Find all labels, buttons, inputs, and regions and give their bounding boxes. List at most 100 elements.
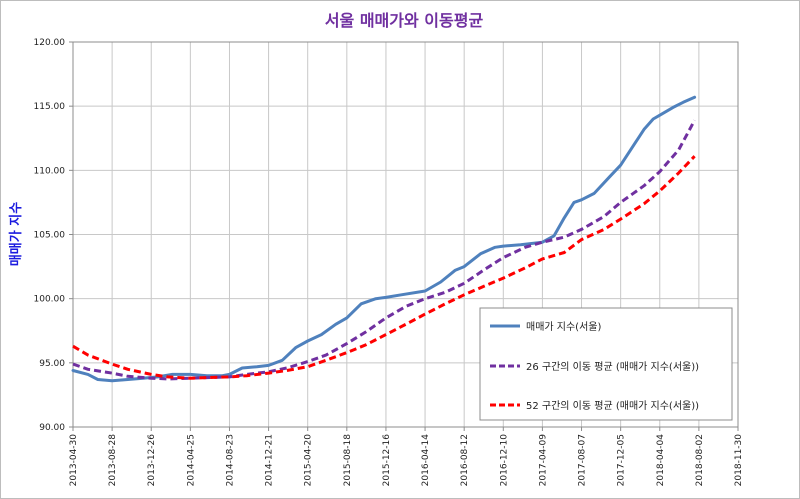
- series-3-point: [112, 364, 113, 365]
- y-axis-label: 매매가 지수: [9, 202, 24, 266]
- series-3-point: [564, 252, 565, 253]
- series-2-point: [127, 376, 128, 377]
- series-1-point: [554, 235, 555, 236]
- series-2-point: [167, 378, 168, 379]
- series-3: [72, 155, 696, 380]
- series-3-point: [405, 324, 406, 325]
- series-3-point: [127, 369, 128, 370]
- series-3-point: [87, 355, 88, 356]
- x-tick-label: 2017-08-07: [578, 434, 588, 486]
- series-1-point: [644, 129, 645, 130]
- series-2-point: [385, 317, 386, 318]
- series-2-point: [307, 361, 308, 362]
- series-1-point: [268, 365, 269, 366]
- x-tick-label: 2016-12-10: [499, 434, 509, 487]
- y-tick-label: 115.00: [34, 102, 66, 112]
- y-tick-label: 90.00: [39, 423, 65, 433]
- series-1-point: [346, 317, 347, 318]
- series-3-point: [659, 190, 660, 191]
- series-1-point: [307, 340, 308, 341]
- series-3-point: [229, 376, 230, 377]
- series-1-point: [694, 97, 695, 98]
- series-3-point: [445, 303, 446, 304]
- axis-layer: 90.00 95.00 100.00 105.00 110.00 115.00 120.00…: [34, 38, 745, 486]
- series-2-point: [365, 331, 366, 332]
- series-1-point: [190, 374, 191, 375]
- series-2-point: [87, 369, 88, 370]
- series-layer: [71, 95, 697, 383]
- series-2-point: [525, 247, 526, 248]
- x-tick-label: 2018-08-02: [695, 434, 705, 486]
- series-2-point: [542, 242, 543, 243]
- series-2-point: [659, 171, 660, 172]
- series-2-point: [445, 292, 446, 293]
- series-2: [72, 119, 696, 381]
- x-tick-label: 2013-08-28: [108, 434, 118, 487]
- series-2-point: [620, 202, 621, 203]
- x-tick-label: 2017-12-05: [617, 434, 627, 486]
- series-3-point: [151, 374, 152, 375]
- series-3-point: [464, 294, 465, 295]
- chart-title: 서울 매매가와 이동평균: [325, 11, 484, 30]
- series-1-point: [375, 298, 376, 299]
- legend-label-2: 26 구간의 이동 평균 (매매가 지수(서울)): [526, 361, 699, 373]
- series-line-2: [72, 119, 696, 381]
- series-2-point: [503, 257, 504, 258]
- x-tick-label: 2018-04-04: [656, 434, 666, 487]
- series-line-1: [71, 95, 697, 383]
- x-tick-label: 2015-12-16: [382, 434, 392, 487]
- x-tick-label: 2015-04-20: [304, 434, 314, 487]
- y-tick-label: 120.00: [34, 38, 66, 48]
- series-2-point: [694, 120, 695, 121]
- series-1-point: [440, 281, 441, 282]
- x-tick-label: 2014-08-23: [225, 434, 235, 486]
- y-tick-label: 105.00: [34, 231, 66, 241]
- series-3-point: [190, 378, 191, 379]
- series-2-point: [678, 149, 679, 150]
- series-3-point: [72, 346, 73, 347]
- series-1-point: [620, 165, 621, 166]
- series-1-point: [242, 367, 243, 368]
- series-3-point: [385, 334, 386, 335]
- series-1-point: [564, 217, 565, 218]
- series-2-point: [425, 298, 426, 299]
- series-1-point: [633, 144, 634, 145]
- y-tick-label: 110.00: [34, 166, 66, 176]
- series-2-point: [464, 283, 465, 284]
- series-1-point: [673, 107, 674, 108]
- series-3-point: [286, 370, 287, 371]
- series-1-point: [573, 202, 574, 203]
- series-3-point: [525, 267, 526, 268]
- series-1-point: [495, 247, 496, 248]
- legend: 매매가 지수(서울) 26 구간의 이동 평균 (매매가 지수(서울)) 52 구간…: [479, 307, 733, 421]
- series-1-point: [295, 347, 296, 348]
- x-tick-label: 2013-04-30: [69, 434, 79, 487]
- series-1-point: [72, 370, 73, 371]
- series-3-point: [694, 156, 695, 157]
- series-1-point: [335, 324, 336, 325]
- series-1-point: [97, 379, 98, 380]
- series-2-point: [151, 378, 152, 379]
- series-3-point: [346, 352, 347, 353]
- series-1-point: [401, 294, 402, 295]
- series-1-point: [464, 266, 465, 267]
- series-line-3: [72, 155, 696, 380]
- series-3-point: [425, 314, 426, 315]
- series-2-point: [603, 216, 604, 217]
- series-1-point: [385, 297, 386, 298]
- series-3-point: [167, 376, 168, 377]
- series-1-point: [425, 290, 426, 291]
- series-1-point: [594, 193, 595, 194]
- series-1-point: [282, 360, 283, 361]
- x-tick-label: 2016-04-14: [421, 434, 431, 487]
- series-3-point: [365, 344, 366, 345]
- series-3-point: [542, 258, 543, 259]
- series-1-point: [229, 374, 230, 375]
- series-2-point: [72, 364, 73, 365]
- x-tick-label: 2014-04-25: [186, 434, 196, 486]
- x-tick-label: 2013-12-26: [147, 434, 157, 487]
- y-tick-label: 100.00: [34, 295, 66, 305]
- series-1-point: [321, 334, 322, 335]
- series-1-point: [659, 115, 660, 116]
